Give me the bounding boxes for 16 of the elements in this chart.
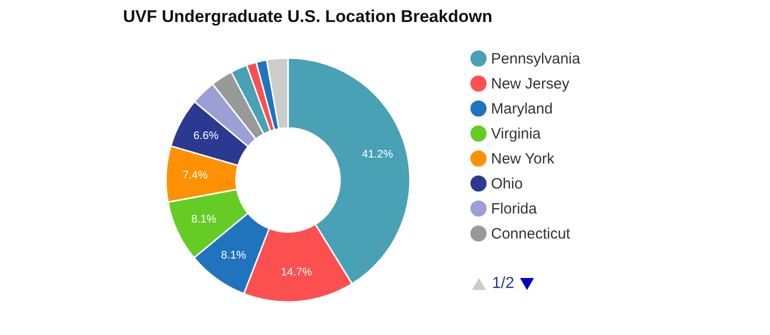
legend-label: Connecticut: [491, 226, 572, 242]
data-label: 41.2%: [362, 148, 394, 161]
legend-label: Virginia: [491, 126, 542, 142]
data-label: 8.1%: [221, 249, 246, 262]
text: 1/2: [492, 275, 514, 293]
legend-label: Ohio: [491, 176, 523, 192]
data-label: 7.4%: [182, 169, 208, 182]
legend-label: Pennsylvania: [491, 50, 581, 68]
legend-label: Florida: [491, 200, 538, 218]
legend-label: Maryland: [491, 100, 553, 118]
legend-label: New York: [491, 150, 555, 168]
chart-title: UVF Undergraduate U.S. Location Breakdown: [123, 7, 492, 26]
data-label: 14.7%: [280, 266, 312, 279]
legend-label: New Jersey: [491, 76, 570, 92]
data-label: 6.6%: [193, 130, 219, 142]
data-label: 8.1%: [191, 213, 216, 226]
